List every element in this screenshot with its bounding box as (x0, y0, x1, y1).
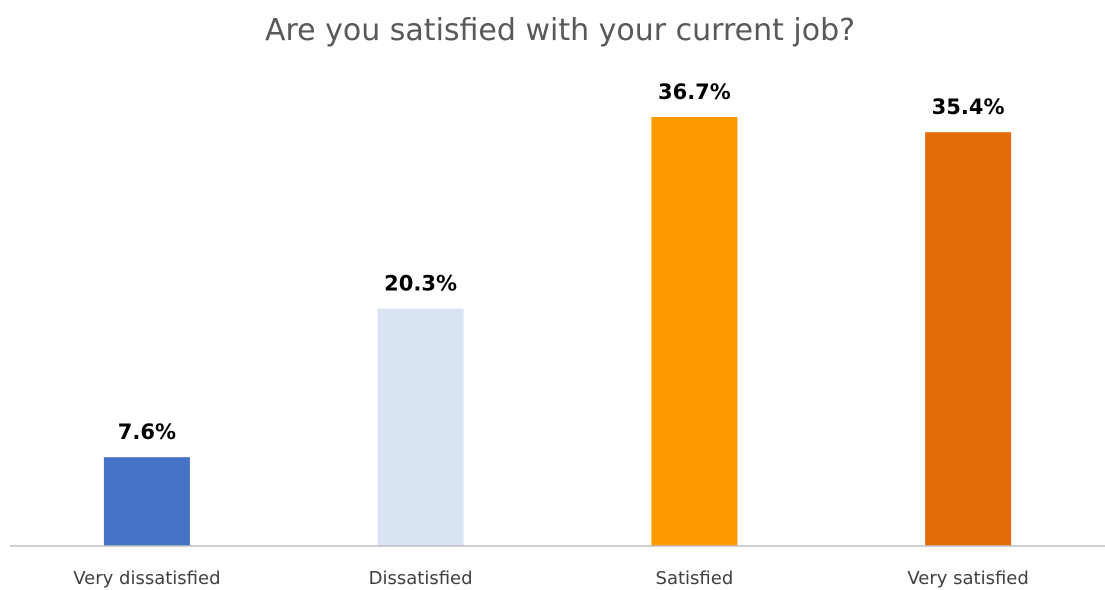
bar-very-dissatisfied (103, 457, 190, 546)
value-label-dissatisfied: 20.3% (384, 272, 457, 296)
bar-very-satisfied (925, 132, 1012, 546)
chart-title: Are you satisfied with your current job? (265, 13, 855, 48)
bar-satisfied (651, 117, 738, 546)
value-label-very-satisfied: 35.4% (932, 95, 1005, 119)
value-labels-layer: 7.6% 20.3% 36.7% 35.4% (118, 80, 1005, 444)
x-tick-label-satisfied: Satisfied (656, 568, 734, 589)
bars-layer (103, 117, 1012, 546)
x-tick-label-very-dissatisfied: Very dissatisfied (73, 568, 220, 589)
bar-dissatisfied (377, 308, 464, 546)
x-tick-label-very-satisfied: Very satisfied (907, 568, 1028, 589)
x-tick-labels-layer: Very dissatisfied Dissatisfied Satisfied Ve… (73, 568, 1029, 589)
value-label-satisfied: 36.7% (658, 80, 731, 104)
x-tick-label-dissatisfied: Dissatisfied (369, 568, 473, 589)
value-label-very-dissatisfied: 7.6% (118, 420, 176, 444)
